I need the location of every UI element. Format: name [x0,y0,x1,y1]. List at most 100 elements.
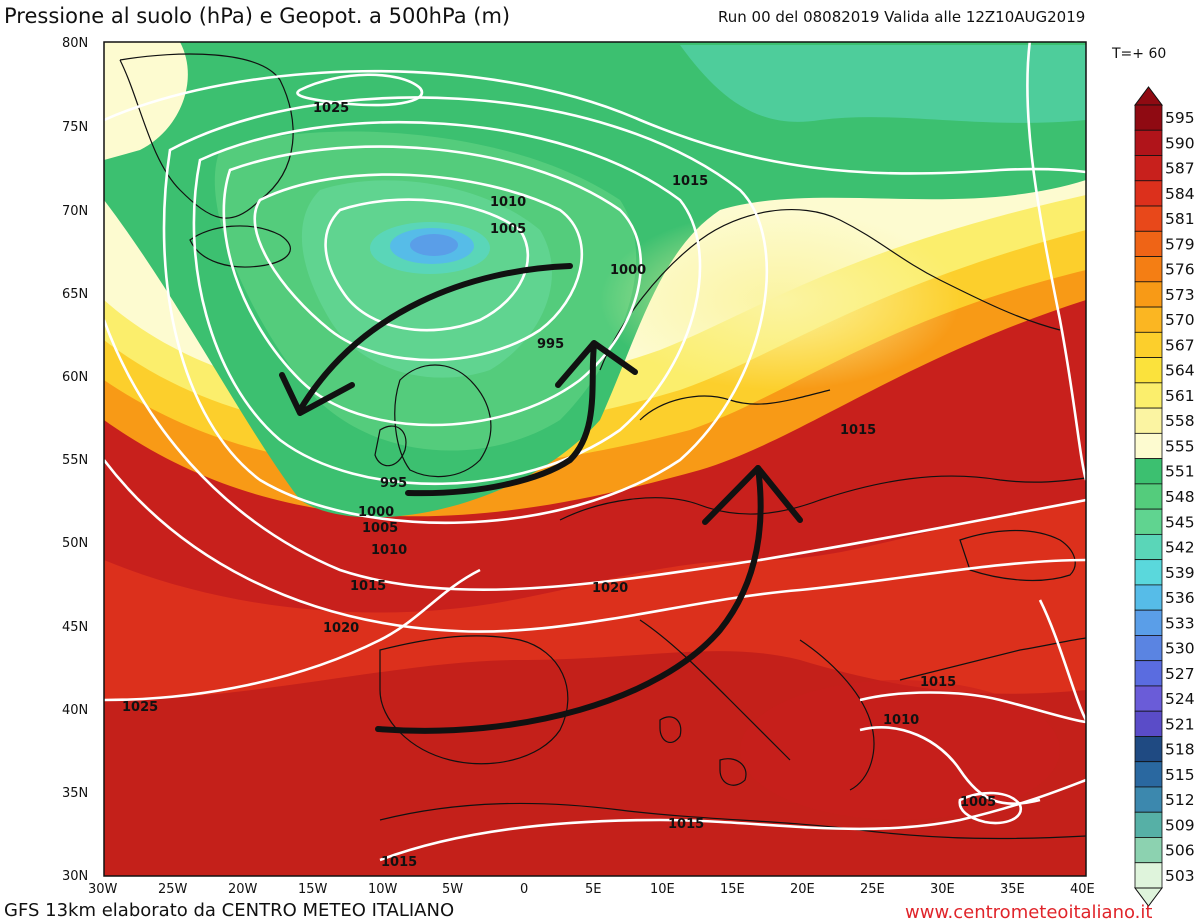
colorbar-label: 576 [1165,261,1195,279]
colorbar-swatch [1134,306,1163,333]
lon-label: 30E [930,882,955,897]
colorbar-swatch [1134,205,1163,232]
lon-label: 0 [520,882,528,897]
lat-label: 60N [62,370,88,385]
colorbar-label: 587 [1165,160,1195,178]
colorbar-label: 555 [1165,437,1195,455]
lon-label: 40E [1070,882,1095,897]
colorbar-swatch [1134,407,1163,434]
isobar-label: 1010 [371,543,407,558]
colorbar-label: 545 [1165,513,1195,531]
lon-label: 25W [158,882,188,897]
colorbar-label: 527 [1165,665,1195,683]
forecast-step: T=+ 60 [1112,46,1167,62]
colorbar-label: 533 [1165,614,1195,632]
isobar-label: 1015 [668,817,704,832]
colorbar-swatch [1134,609,1163,636]
lon-label: 30W [88,882,118,897]
colorbar-label: 564 [1165,362,1195,380]
colorbar-label: 570 [1165,311,1195,329]
colorbar-swatch [1134,104,1163,131]
colorbar-swatch [1134,685,1163,712]
lat-label: 45N [62,620,88,635]
colorbar-swatch [1134,660,1163,687]
lon-label: 20E [790,882,815,897]
colorbar-swatch [1134,129,1163,156]
isobar-labels: 1025 1010 1005 1015 1000 995 995 1000 10… [122,101,996,870]
colorbar-label: 509 [1165,816,1195,834]
longitude-axis: 30W 25W 20W 15W 10W 5W 0 5E 10E 15E 20E … [88,882,1095,897]
colorbar-label: 558 [1165,412,1195,430]
isobar-label: 1015 [350,579,386,594]
website-link[interactable]: www.centrometeoitaliano.it [905,902,1153,923]
flow-arrow-northeast [375,465,764,734]
coastlines [119,53,1086,840]
lat-label: 50N [62,536,88,551]
isobars [104,42,1086,862]
lon-label: 10W [368,882,398,897]
run-info: Run 00 del 08082019 Valida alle 12Z10AUG… [718,8,1086,26]
colorbar-swatch [1134,180,1163,207]
lon-label: 5W [442,882,463,897]
colorbar-swatch [1134,458,1163,485]
isobar-label: 1005 [960,795,996,810]
lat-label: 75N [62,120,88,135]
isobar-label: 1025 [313,101,349,116]
lon-label: 25E [860,882,885,897]
colorbar-min-arrow [1134,887,1163,907]
colorbar-label: 567 [1165,336,1195,354]
colorbar-swatch [1134,256,1163,283]
colorbar-swatch [1134,331,1163,358]
isobar-label: 995 [537,337,564,352]
colorbar-swatch [1134,837,1163,864]
colorbar-label: 512 [1165,791,1195,809]
flow-arrow-west-head [279,372,355,416]
lat-label: 80N [62,36,88,51]
flow-arrow-north-head [555,340,638,388]
isobar-label: 1020 [323,621,359,636]
colorbar-label: 548 [1165,488,1195,506]
colorbar-label: 561 [1165,387,1195,405]
isobar-label: 1005 [362,521,398,536]
colorbar-label: 518 [1165,741,1195,759]
isobar-label: 1015 [672,174,708,189]
colorbar-swatch [1134,155,1163,182]
isobar-label: 995 [380,476,407,491]
colorbar-label: 530 [1165,640,1195,658]
colorbar-swatch [1134,559,1163,586]
colorbar-swatch [1134,230,1163,257]
colorbar-label: 521 [1165,715,1195,733]
colorbar-swatch [1134,635,1163,662]
colorbar-swatch [1134,786,1163,813]
colorbar-label: 573 [1165,286,1195,304]
map-frame [103,41,1087,877]
colorbar-swatch [1134,508,1163,535]
colorbar-swatch [1134,432,1163,460]
colorbar-label: 595 [1165,109,1195,127]
colorbar-label: 584 [1165,185,1195,203]
model-credit: GFS 13km elaborato da CENTRO METEO ITALI… [4,900,455,921]
isobar-label: 1015 [920,675,956,690]
colorbar-swatch [1134,710,1163,737]
isobar-label: 1005 [490,222,526,237]
geopotential-field [104,42,1086,876]
colorbar-label: 581 [1165,210,1195,228]
isobar-label: 1010 [883,713,919,728]
colorbar-swatch [1134,862,1163,889]
lon-label: 20W [228,882,258,897]
lat-label: 30N [62,869,88,884]
colorbar-max-arrow [1134,86,1163,106]
isobar-label: 1020 [592,581,628,596]
lon-label: 35E [1000,882,1025,897]
colorbar-label: 579 [1165,235,1195,253]
colorbar-label: 551 [1165,463,1195,481]
colorbar-label: 524 [1165,690,1195,708]
lat-label: 35N [62,786,88,801]
colorbar-label: 515 [1165,766,1195,784]
lat-label: 40N [62,703,88,718]
colorbar-label: 539 [1165,564,1195,582]
lat-label: 55N [62,453,88,468]
flow-arrows [279,263,803,734]
colorbar-label: 542 [1165,539,1195,557]
